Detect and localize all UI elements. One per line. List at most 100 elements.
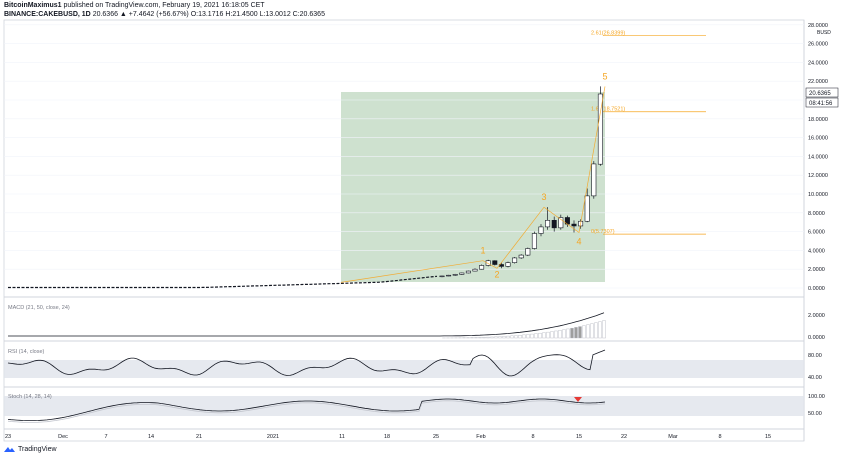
stoch-d-line — [7, 400, 606, 423]
candle-body — [591, 163, 597, 197]
candle-body — [512, 257, 518, 263]
fib-level-label: 2.61(26.8399) — [591, 31, 625, 37]
footer: TradingView — [4, 446, 57, 453]
elliott-wave-labels[interactable]: 1 2 3 4 5 — [340, 71, 608, 283]
macd-tick-high: 2.0000 — [808, 313, 825, 319]
stoch-band — [4, 396, 804, 416]
rsi-band — [4, 360, 804, 378]
pre-rally-series — [8, 275, 438, 289]
time-tick-label: 18 — [384, 434, 390, 440]
wave-label-4: 4 — [576, 237, 581, 247]
rsi-tick-low: 40.00 — [808, 375, 822, 381]
macd-bar — [574, 327, 578, 339]
candle-body — [551, 220, 557, 229]
macd-bar — [566, 328, 570, 339]
price-tick-label: 12.0000 — [808, 173, 828, 179]
date-price-range-box[interactable] — [341, 92, 605, 282]
price-tick-label: 24.0000 — [808, 60, 828, 66]
bar-countdown: 08:41:56 — [809, 101, 833, 107]
candle-body — [485, 260, 491, 266]
macd-bar — [502, 336, 506, 339]
time-tick-label: 8 — [718, 434, 721, 440]
fibonacci-levels[interactable]: 2.61(26.8399) 1.61(18.7521) 0(5.7307) — [591, 31, 706, 235]
footer-brand: TradingView — [18, 446, 57, 453]
macd-bar — [546, 331, 550, 339]
symbol-line: BINANCE:CAKEBUSD, 1D — [4, 11, 91, 18]
macd-line — [8, 312, 605, 337]
macd-bar — [586, 324, 590, 339]
macd-bar — [526, 334, 530, 339]
stoch-label: Stoch (14, 28, 14) — [8, 394, 52, 400]
author-name: BitcoinMaximus1 — [4, 2, 62, 9]
macd-bar — [518, 335, 522, 339]
price-tick-label: 14.0000 — [808, 154, 828, 160]
stoch-tick-high: 100.00 — [808, 394, 825, 400]
candle-body — [472, 268, 478, 272]
time-tick-label: 22 — [621, 434, 627, 440]
publish-text: published on TradingView.com, February 1… — [61, 2, 265, 9]
price-tick-label: 16.0000 — [808, 136, 828, 142]
macd-bar — [486, 336, 490, 339]
macd-bar — [598, 321, 602, 339]
time-tick-label: 23 — [5, 434, 11, 440]
wave-label-1: 1 — [480, 246, 485, 256]
fib-level-label: 0(5.7307) — [591, 229, 615, 235]
stoch-tick-low: 50.00 — [808, 411, 822, 417]
macd-bar — [530, 333, 534, 339]
candle-body — [439, 275, 445, 278]
time-tick-label: 15 — [576, 434, 582, 440]
chart-title: CAKE / BUSD, 1D, BINANCE — [8, 30, 81, 36]
price-tick-label: 26.0000 — [808, 42, 828, 48]
macd-bar — [594, 322, 598, 339]
macd-bar — [590, 323, 594, 339]
macd-bar — [534, 333, 538, 339]
macd-bar — [498, 336, 502, 339]
fib-level-label: 1.61(18.7521) — [591, 107, 625, 113]
price-axis-currency: BUSD — [817, 30, 831, 36]
candle-body — [558, 217, 564, 229]
macd-tick-low: 0.0000 — [808, 335, 825, 341]
macd-bar — [522, 334, 526, 339]
time-tick-label: 8 — [531, 434, 534, 440]
publish-info: BitcoinMaximus1 published on TradingView… — [4, 1, 265, 10]
price-tick-label: 6.0000 — [808, 230, 825, 236]
time-tick-label: 7 — [104, 434, 107, 440]
wave-label-5: 5 — [602, 71, 607, 81]
stoch-k-line — [7, 398, 606, 421]
time-tick-label: 14 — [148, 434, 154, 440]
candle-body — [531, 233, 537, 249]
price-tick-label: 4.0000 — [808, 248, 825, 254]
macd-bar — [602, 320, 606, 339]
macd-bar — [542, 332, 546, 339]
candle-body — [492, 260, 498, 265]
time-tick-label: 25 — [433, 434, 439, 440]
pre-rally-price-line — [8, 275, 438, 289]
macd-label: MACD (21, 50, close, 24) — [8, 305, 70, 311]
price-tick-label: 28.0000 — [808, 23, 828, 29]
time-tick-label: Feb — [476, 434, 485, 440]
macd-bar — [570, 327, 574, 339]
rsi-tick-high: 80.00 — [808, 353, 822, 359]
macd-bar — [510, 335, 514, 339]
time-axis: 23 Dec 7 14 21 2021 11 18 25 Feb 8 15 22 Mar 8 15 — [5, 434, 771, 440]
time-tick-label: 21 — [196, 434, 202, 440]
current-price-value: 20.6365 — [809, 91, 831, 97]
macd-bar — [514, 335, 518, 339]
candle-body — [452, 274, 458, 276]
macd-bar — [558, 330, 562, 339]
macd-bar — [562, 329, 566, 339]
time-tick-label: Mar — [668, 434, 678, 440]
time-tick-label: 11 — [339, 434, 345, 440]
macd-bar — [538, 332, 542, 339]
measure-label-2: 39 bars, 39d — [458, 75, 489, 81]
time-tick-label: 15 — [765, 434, 771, 440]
candle-body — [446, 274, 452, 277]
candle-body — [571, 223, 577, 227]
grid — [4, 24, 804, 289]
rsi-line — [7, 349, 606, 377]
candle-body — [465, 270, 471, 274]
candle-body — [525, 248, 531, 256]
wave-path — [340, 86, 606, 283]
time-tick-label: Dec — [58, 434, 68, 440]
